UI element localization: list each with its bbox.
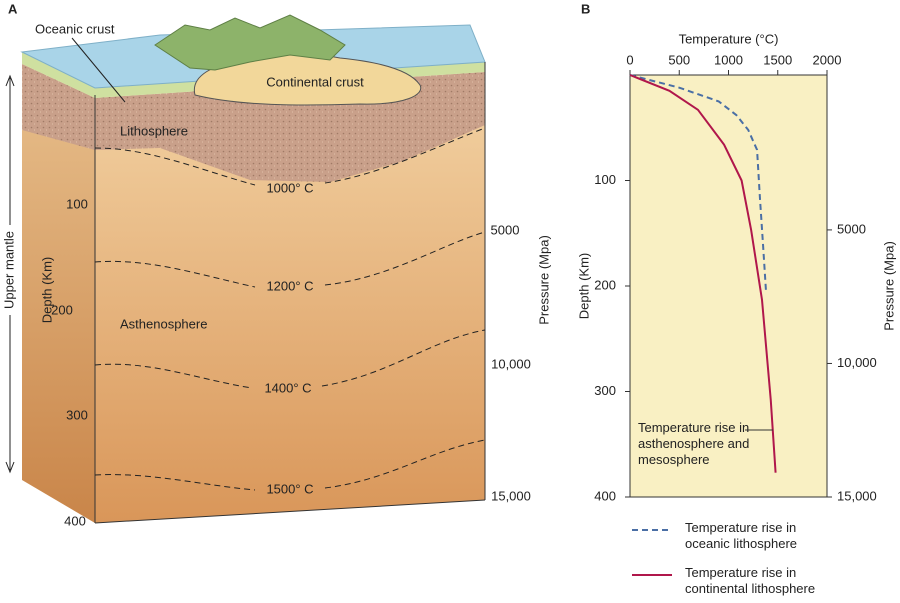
- isotherm: [94, 439, 486, 491]
- isotherm: [94, 231, 486, 288]
- legend-label: Temperature rise in continental lithosph…: [685, 565, 816, 596]
- y-tick-label: 200: [594, 277, 616, 292]
- oceanic-crust: [22, 52, 485, 98]
- isotherm: [94, 127, 486, 186]
- annotation: Temperature rise in asthenosphere and me…: [638, 420, 750, 467]
- y-tick-label: 300: [594, 383, 616, 398]
- isotherm-label: 1400° C: [264, 380, 311, 395]
- legend-label: Temperature rise in oceanic lithosphere: [685, 520, 798, 551]
- y2-axis-title: Pressure (Mpa): [881, 241, 896, 331]
- arrow-heads: [5, 74, 15, 474]
- oceanic-crust-label: Oceanic crust: [35, 21, 115, 36]
- panel-label: A: [8, 1, 18, 16]
- isotherm-label: 1000° C: [266, 180, 313, 195]
- legend-entry: Temperature rise in oceanic lithosphere: [685, 520, 798, 551]
- y2-tick-label: 5000: [837, 221, 866, 236]
- annotation-text: Temperature rise in asthenosphere and me…: [638, 420, 750, 467]
- block-edge: [94, 499, 486, 524]
- asthenosphere-label: Asthenosphere: [120, 316, 207, 331]
- upper-mantle-label: Upper mantle: [1, 231, 16, 309]
- series-line: [629, 74, 777, 473]
- depth-axis-label: Depth (Km): [39, 257, 54, 323]
- lithosphere-label: Lithosphere: [120, 123, 188, 138]
- y-axis-title: Depth (Km): [576, 253, 591, 319]
- isotherm: [94, 329, 486, 389]
- pressure-axis-label: Pressure (Mpa): [536, 235, 551, 325]
- y-tick-label: 400: [594, 488, 616, 503]
- y-tick-label: 100: [594, 172, 616, 187]
- depth-tick: 400: [64, 513, 86, 528]
- depth-tick: 300: [66, 407, 88, 422]
- series-line: [629, 74, 767, 291]
- x-axis-title: Temperature (°C): [679, 31, 779, 46]
- y2-tick-label: 15,000: [837, 488, 877, 503]
- mountains: [154, 14, 346, 71]
- label-bg: [3, 225, 17, 315]
- isotherm-label: 1200° C: [266, 278, 313, 293]
- block-side: [22, 64, 95, 523]
- isotherms: [94, 127, 486, 491]
- panel-a: A 1000° C 1200° C 1400° C 1500° C Oceani…: [1, 1, 551, 528]
- x-tick-label: 1000: [714, 52, 743, 67]
- pressure-tick: 15,000: [491, 488, 531, 503]
- legend-entry: Temperature rise in continental lithosph…: [685, 565, 816, 596]
- depth-tick: 100: [66, 196, 88, 211]
- x-tick-label: 2000: [813, 52, 842, 67]
- depth-tick: 200: [51, 302, 73, 317]
- y2-tick-label: 10,000: [837, 355, 877, 370]
- x-tick-label: 0: [626, 52, 633, 67]
- isotherm-label: 1500° C: [266, 481, 313, 496]
- panel-label: B: [581, 1, 590, 16]
- x-tick-label: 500: [668, 52, 690, 67]
- pressure-tick: 5000: [491, 222, 520, 237]
- panel-b: B Temperature (°C) Depth (Km) Pressure (Mp…: [576, 1, 896, 596]
- continental-crust-label: Continental crust: [266, 74, 364, 89]
- leader-line: [71, 37, 126, 103]
- block-front: [95, 72, 485, 523]
- x-tick-label: 1500: [763, 52, 792, 67]
- plot-area: [629, 74, 828, 498]
- pressure-tick: 10,000: [491, 356, 531, 371]
